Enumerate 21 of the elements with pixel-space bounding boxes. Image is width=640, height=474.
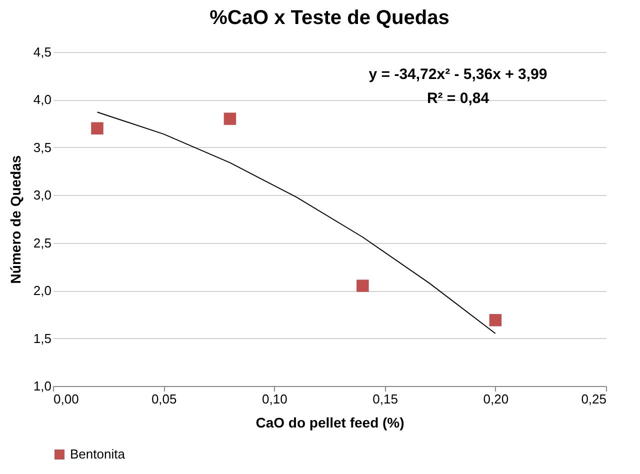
chart-title: %CaO x Teste de Quedas	[210, 7, 450, 29]
y-tick-label: 4,5	[33, 44, 52, 60]
x-axis-title: CaO do pellet feed (%)	[256, 414, 404, 430]
y-tick-label: 4,0	[33, 92, 52, 108]
x-tick-label: 0,05	[151, 392, 177, 406]
annotation: y = -34,72x² - 5,36x + 3,99	[368, 66, 548, 83]
y-tick-label: 2,5	[33, 235, 52, 250]
x-tick-label: 0,10	[262, 392, 288, 406]
x-tick-label: 0,20	[483, 392, 509, 406]
y-axis-title: Número de Quedas	[7, 155, 24, 284]
x-tick-label: 0,00	[54, 392, 79, 406]
x-tick-label: 0,15	[372, 392, 398, 406]
y-tick-label: 1,0	[33, 378, 52, 394]
y-tick-label: 2,0	[33, 283, 52, 298]
y-tick-label: 3,5	[33, 140, 52, 155]
y-tick-label: 1,5	[33, 330, 52, 346]
x-tick-label: 0,25	[581, 392, 606, 406]
y-tick-label: 3,0	[33, 188, 52, 203]
annotation: R² = 0,84	[426, 90, 490, 107]
line-series	[96, 112, 496, 334]
legend-label: Bentonita	[70, 446, 126, 462]
